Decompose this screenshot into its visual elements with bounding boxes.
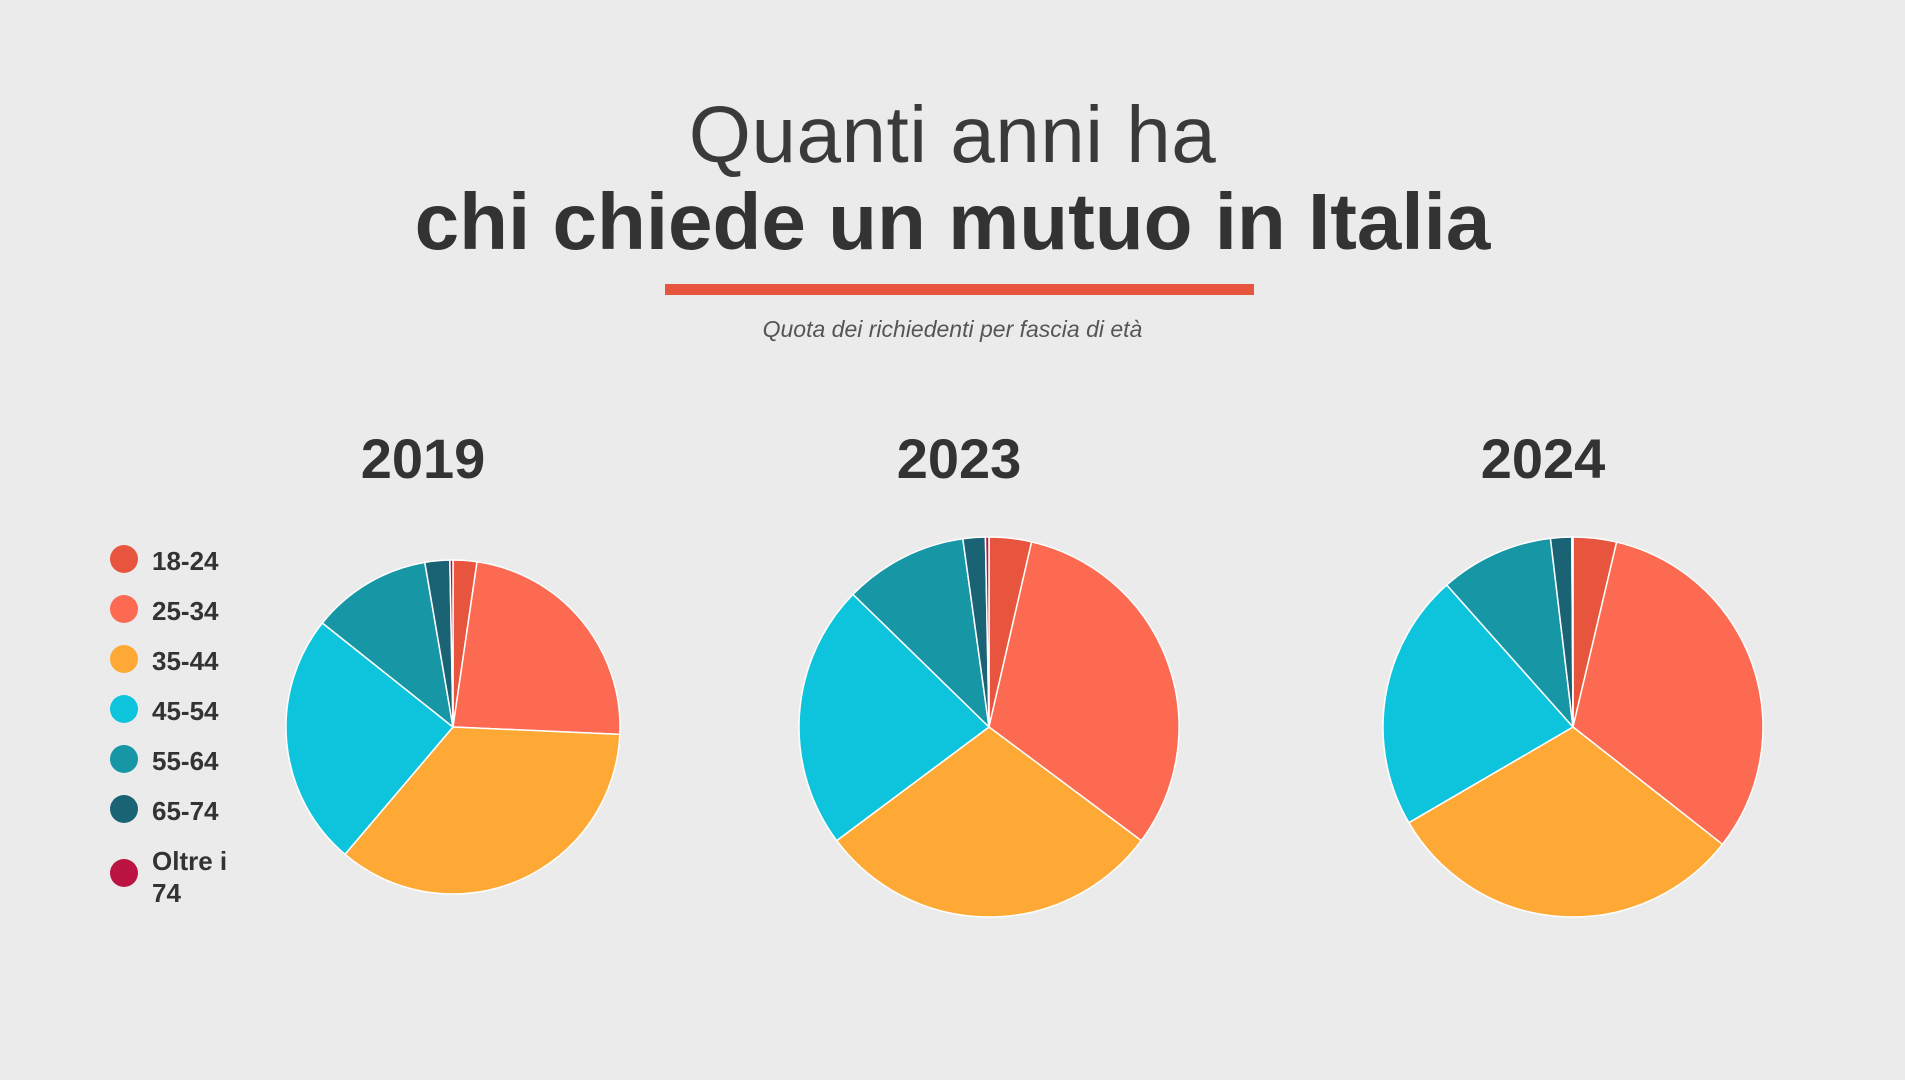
legend-item: 18-24	[110, 545, 250, 577]
legend-swatch	[110, 645, 138, 673]
legend-swatch	[110, 859, 138, 887]
pie-slice-45-54	[285, 621, 455, 856]
pie-slice-55-64	[321, 561, 455, 729]
pie-slice-45-54	[1382, 583, 1575, 824]
pie-slice-25-34	[988, 540, 1180, 842]
pie-slice-55-64	[851, 537, 991, 730]
legend-swatch	[110, 545, 138, 573]
legend-item: 25-34	[110, 595, 250, 627]
legend-label: 65-74	[152, 796, 219, 826]
legend-swatch	[110, 745, 138, 773]
pie-slice-25-34	[452, 560, 621, 736]
pie-year-label: 2023	[897, 427, 1022, 490]
pie-slice-Oltre i 74	[984, 536, 990, 728]
legend-label: 55-64	[152, 746, 219, 776]
legend-swatch	[110, 595, 138, 623]
pie-year-label: 2019	[361, 427, 486, 490]
pie-chart-2019: 2019	[285, 427, 621, 895]
legend-item: Oltre i 74	[110, 845, 250, 909]
chart-title-block: Quanti anni ha chi chiede un mutuo in It…	[0, 92, 1905, 266]
legend-swatch	[110, 795, 138, 823]
legend-item: 55-64	[110, 745, 250, 777]
title-line-2: chi chiede un mutuo in Italia	[414, 177, 1491, 266]
chart-subtitle: Quota dei richiedenti per fascia di età	[762, 316, 1143, 342]
pie-slice-Oltre i 74	[449, 559, 454, 728]
pie-slice-35-44	[1407, 726, 1724, 918]
legend-label: 35-44	[152, 646, 219, 676]
legend-item: 45-54	[110, 695, 250, 727]
legend: 18-24 25-34 35-44 45-54 55-64 65-74 Oltr…	[110, 545, 250, 927]
legend-label: 25-34	[152, 596, 219, 626]
pie-slice-35-44	[835, 726, 1143, 918]
pie-year-label: 2024	[1481, 427, 1606, 490]
legend-item: 65-74	[110, 795, 250, 827]
pie-chart-2023: 2023	[798, 427, 1180, 918]
legend-label: Oltre i 74	[152, 846, 228, 908]
pie-chart-2024: 2024	[1382, 427, 1764, 918]
pie-slice-Oltre i 74	[1571, 536, 1574, 728]
legend-label: 18-24	[152, 546, 219, 576]
legend-item: 35-44	[110, 645, 250, 677]
pie-slice-45-54	[798, 593, 991, 842]
legend-swatch	[110, 695, 138, 723]
title-underline	[665, 284, 1254, 295]
pie-slice-25-34	[1572, 541, 1764, 846]
title-line-1: Quanti anni ha	[688, 90, 1217, 179]
pie-slice-35-44	[343, 726, 621, 895]
pie-slice-55-64	[1445, 537, 1575, 730]
legend-label: 45-54	[152, 696, 219, 726]
